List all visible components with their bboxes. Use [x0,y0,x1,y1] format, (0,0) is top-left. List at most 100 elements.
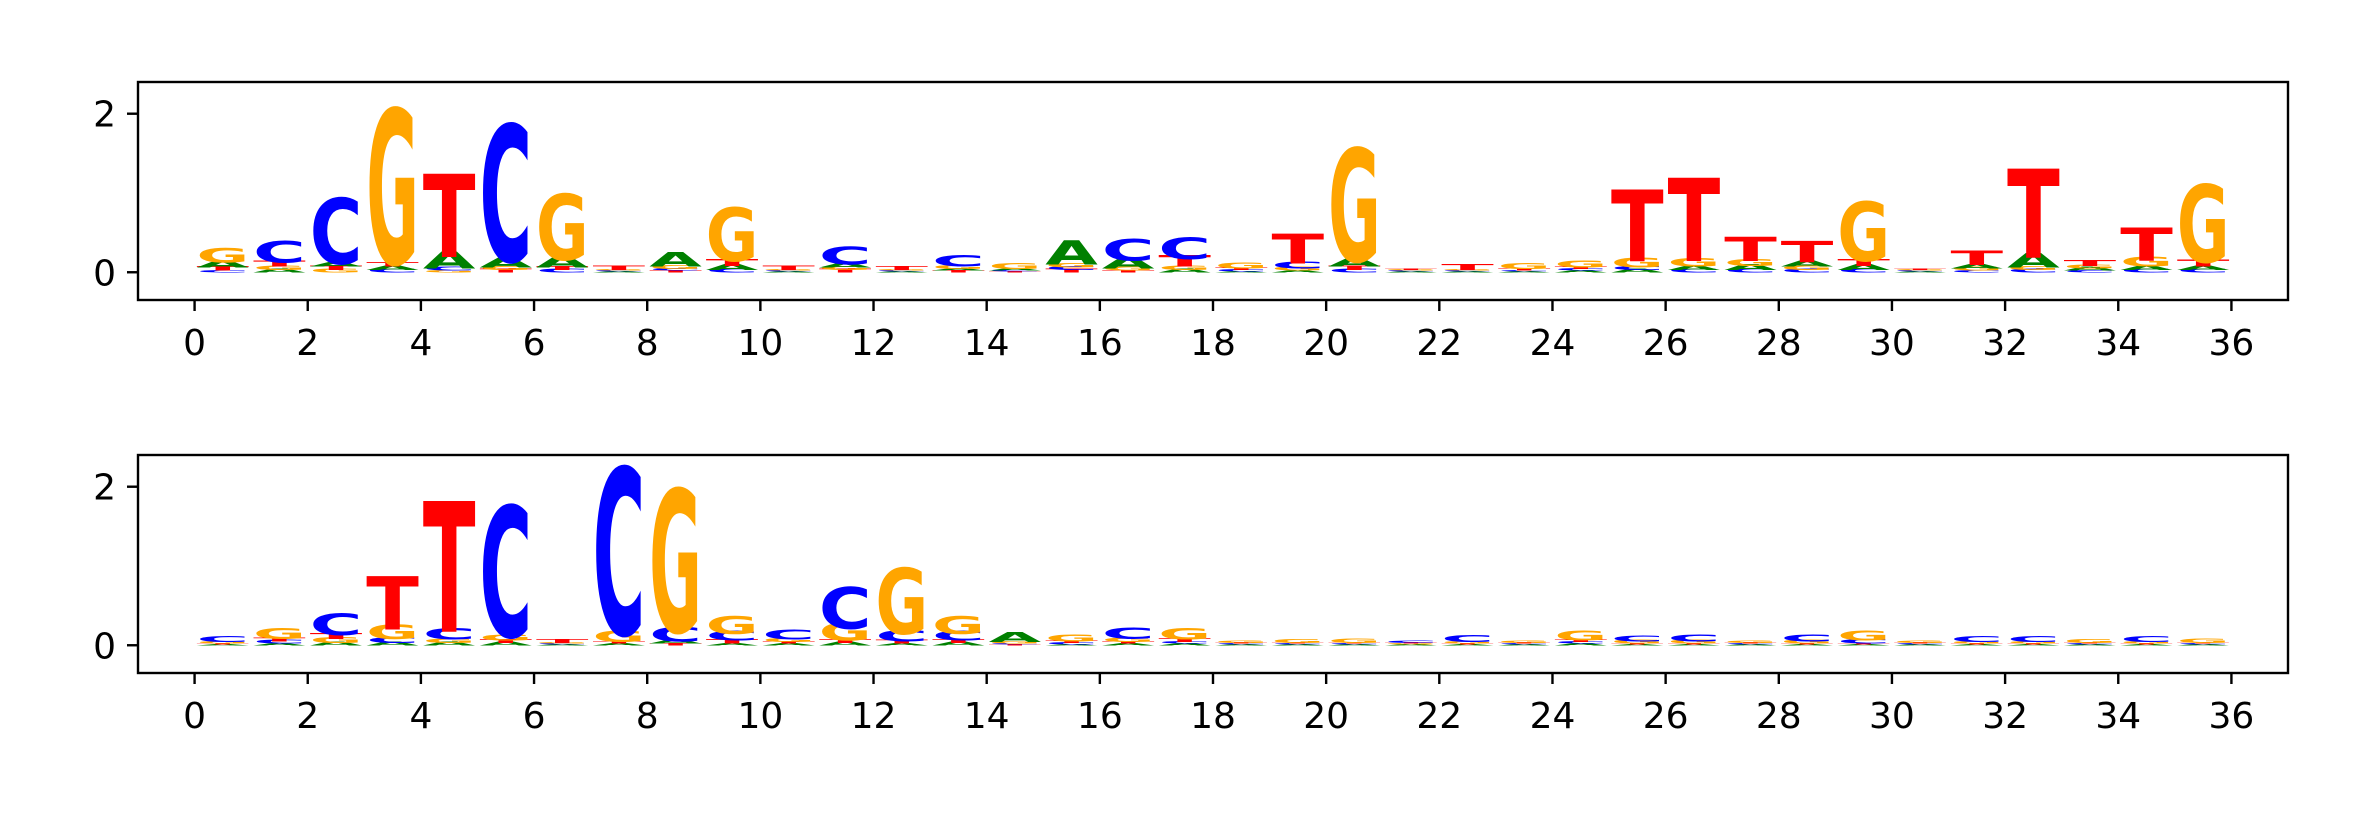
logo-letter-T: T [1272,642,1325,644]
logo-letter-T: T [2177,258,2230,269]
logo-letter-G: G [2007,641,2060,645]
logo-letter-G: G [1328,637,1381,645]
logo-letter-G: G [1498,640,1551,644]
logo-letter-G: G [649,452,702,679]
x-tick-label: 34 [2095,323,2141,364]
logo-letter-G: G [1045,632,1098,644]
logo-letter-C: C [2064,269,2117,273]
logo-letter-C: C [1385,640,1438,644]
logo-letter-A: A [423,247,476,274]
logo-letter-C: C [989,643,1042,645]
logo-letter-A: A [762,642,815,646]
logo-letter-T: T [1894,642,1947,644]
logo-letter-G: G [2007,265,2060,271]
logo-letter-T: T [2120,643,2173,645]
logo-letter-T: T [1045,640,1098,644]
logo-letter-G: G [1554,258,1607,270]
logo-letter-G: G [1441,269,1494,271]
logo-letter-C: C [1724,268,1777,274]
logo-letter-A: A [1781,644,1834,646]
logo-letter-T: T [989,644,1042,646]
logo-letter-A: A [197,644,250,646]
logo-letter-C: C [989,270,1042,272]
logo-letter-A: A [1102,642,1155,646]
logo-letter-G: G [706,612,759,640]
x-tick-label: 30 [1869,323,1915,364]
logo-letter-C: C [1894,643,1947,645]
logo-letter-T: T [366,561,419,647]
logo-letter-C: C [1441,270,1494,272]
logo-letter-T: T [2064,642,2117,644]
logo-letter-G: G [310,268,363,274]
logo-letter-T: T [2120,218,2173,271]
logo-letter-T: T [876,639,929,645]
logo-letter-T: T [593,264,647,272]
logo-letter-G: G [1102,266,1155,272]
logo-letter-A: A [1272,644,1325,646]
logo-letter-T: T [1837,643,1890,645]
logo-letter-G: G [366,621,419,644]
x-tick-label: 18 [1190,323,1236,364]
logo-letter-T: T [1724,642,1777,644]
logo-letter-G: G [536,178,589,282]
logo-letter-T: T [706,257,759,268]
logo-letter-C: C [2007,635,2060,644]
logo-letter-A: A [1498,644,1551,646]
logo-letter-A: A [932,268,985,272]
logo-letter-A: A [1724,262,1777,271]
logo-letter-C: C [423,625,476,644]
logo-letter-G: G [366,67,419,313]
logo-letter-C: C [876,627,929,646]
logo-letter-G: G [819,265,872,271]
logo-letter-G: G [1611,639,1664,645]
x-tick-label: 24 [1530,696,1576,737]
logo-letter-T: T [1837,257,1890,268]
logo-letter-T: T [649,642,702,646]
x-tick-label: 16 [1077,696,1123,737]
x-tick-label: 16 [1077,323,1123,364]
x-tick-label: 18 [1190,696,1236,737]
logo-letter-A: A [1554,642,1607,646]
logo-letter-G: G [1272,266,1325,272]
logo-letter-A: A [1611,644,1664,646]
logo-letter-G: G [649,265,702,271]
x-tick-label: 4 [409,696,432,737]
logo-letter-T: T [1894,268,1947,270]
logo-letter-A: A [1554,269,1607,273]
logo-letter-A: A [1951,644,2004,646]
logo-letter-C: C [1837,638,1890,646]
logo-letter-C: C [536,643,589,645]
logo-letter-T: T [2007,643,2060,645]
logo-letter-C: C [1668,268,1721,274]
x-tick-label: 24 [1530,323,1576,364]
logo-letter-T: T [536,265,589,271]
logo-letter-T: T [1668,643,1721,645]
logo-letter-A: A [2064,266,2118,272]
logo-letter-C: C [706,629,759,644]
logo-letter-T: T [1781,236,1834,270]
logo-letter-G: G [819,618,872,646]
logo-letter-T: T [1611,643,1664,645]
x-tick-label: 12 [851,323,897,364]
logo-letter-C: C [1498,270,1551,272]
logo-letter-C: C [1102,233,1155,267]
logo-letter-C: C [649,268,702,272]
logo-letter-G: G [1951,641,2004,645]
logo-letter-T: T [1272,226,1325,274]
logo-letter-C: C [1102,624,1155,643]
logo-letter-G: G [1272,638,1325,644]
logo-letter-T: T [423,152,476,284]
logo-letter-A: A [1102,253,1155,272]
x-tick-label: 32 [1982,696,2028,737]
logo-letter-G: G [479,633,532,642]
logo-letter-C: C [1498,643,1551,645]
logo-letter-T: T [536,638,589,644]
logo-letter-C: C [2064,643,2117,645]
logo-letter-G: G [197,245,250,268]
logo-letter-T: T [1498,268,1551,272]
logo-letter-G: G [1781,264,1834,272]
